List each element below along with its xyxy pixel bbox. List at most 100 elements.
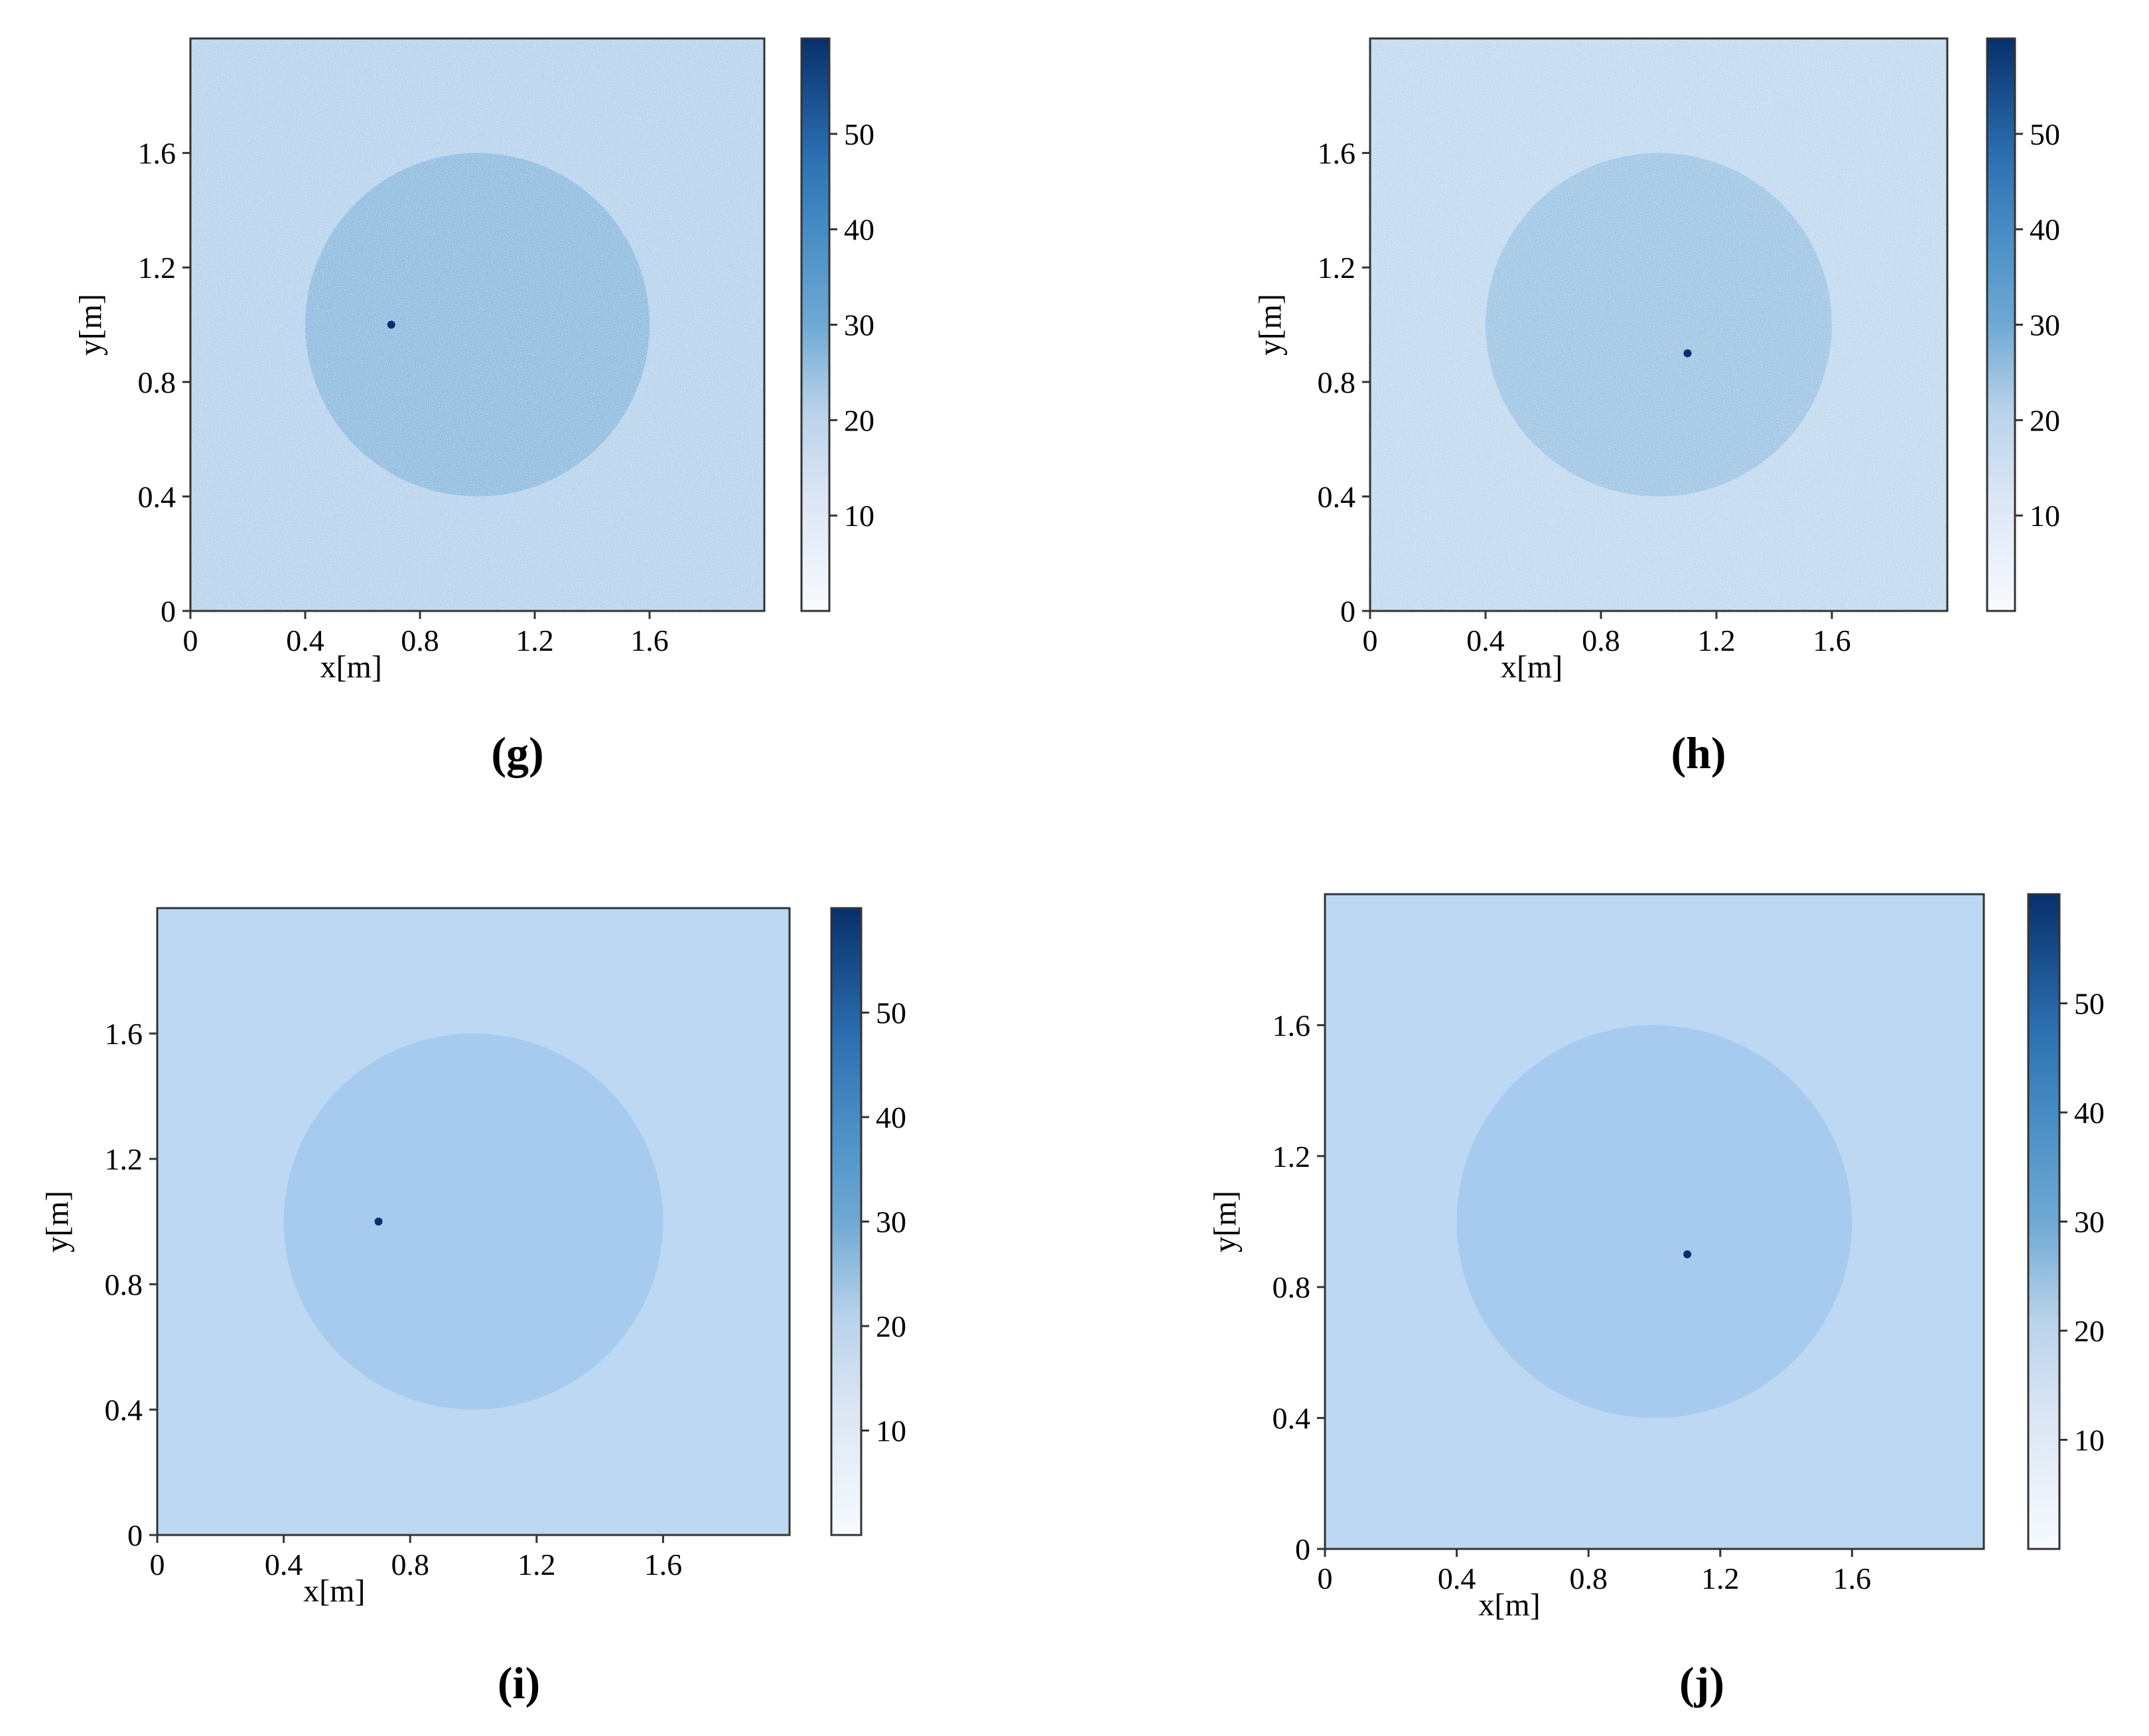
y-axis-label: y[m] — [73, 294, 108, 356]
colorbar-tick-label: 20 — [2030, 403, 2060, 437]
colorbar: 10 20 30 40 50 — [830, 907, 906, 1536]
noise-texture — [1370, 38, 1947, 611]
colorbar-tick-label: 10 — [844, 499, 874, 533]
y-tick-label: 0.4 — [138, 480, 176, 513]
y-tick-label: 0.8 — [138, 366, 176, 399]
x-tick-label: 0 — [150, 1548, 165, 1581]
colorbar-tick-label: 30 — [2030, 308, 2060, 342]
y-tick-label: 1.2 — [1318, 251, 1356, 285]
colorbar-gradient — [830, 907, 863, 1536]
y-tick-label: 1.2 — [105, 1142, 143, 1176]
colorbar-gradient — [1986, 37, 2016, 612]
x-axis-label: x[m] — [303, 1573, 365, 1609]
x-tick-label: 1.2 — [1701, 1562, 1740, 1595]
chart-panel-3: 0 0.4 0.8 1.2 1.6 0 0.4 0.8 1.2 1.6 x[m] y[m] 10 20 30… — [40, 907, 906, 1708]
colorbar-tick-label: 30 — [844, 308, 874, 342]
y-tick-label: 1.6 — [1318, 137, 1356, 170]
y-axis-label: y[m] — [1253, 294, 1288, 356]
x-tick-label: 1.6 — [1833, 1562, 1872, 1595]
y-tick-label: 0 — [127, 1518, 143, 1552]
colorbar-gradient — [800, 37, 831, 612]
panel-caption: (h) — [1671, 728, 1726, 778]
colorbar-tick-label: 10 — [2030, 499, 2060, 533]
colorbar-tick-label: 30 — [2074, 1205, 2105, 1239]
y-tick-label: 1.6 — [138, 137, 176, 170]
y-tick-label: 0.4 — [1273, 1402, 1311, 1436]
x-tick-label: 1.6 — [630, 624, 669, 657]
x-tick-label: 0 — [1363, 624, 1378, 657]
y-tick-label: 0.8 — [1318, 366, 1356, 399]
x-axis-label: x[m] — [1501, 649, 1562, 685]
y-tick-label: 0 — [1295, 1532, 1310, 1566]
colorbar-tick-label: 20 — [2074, 1314, 2105, 1348]
x-tick-label: 0 — [183, 624, 198, 657]
colorbar-tick-label: 20 — [844, 403, 874, 437]
plot-frame — [1324, 893, 1985, 1550]
colorbar-tick-label: 10 — [876, 1414, 906, 1448]
noise-texture — [190, 38, 764, 611]
chart-panel-4: 0 0.4 0.8 1.2 1.6 0 0.4 0.8 1.2 1.6 x[m] y[m] 10 20 30… — [1208, 893, 2105, 1708]
colorbar-tick-label: 40 — [876, 1101, 906, 1134]
plot-frame — [189, 37, 766, 612]
heatmap-plot-area — [190, 38, 764, 611]
y-axis-label: y[m] — [1208, 1191, 1243, 1252]
colorbar-tick-label: 20 — [876, 1309, 906, 1343]
y-tick-label: 0.8 — [1273, 1270, 1311, 1304]
y-tick-label: 1.6 — [1273, 1008, 1311, 1042]
colorbar-tick-label: 40 — [2074, 1096, 2105, 1130]
source-marker — [374, 1217, 383, 1226]
y-tick-label: 0 — [1340, 594, 1355, 628]
chart-panel-2: 0 0.4 0.8 1.2 1.6 0 0.4 0.8 1.2 1.6 x[m] y[m] 10 20 30… — [1253, 37, 2060, 778]
x-tick-label: 0.4 — [1466, 624, 1505, 657]
x-tick-label: 0 — [1318, 1562, 1333, 1595]
plot-frame — [1369, 37, 1949, 612]
y-tick-label: 0.4 — [105, 1393, 143, 1427]
colorbar-tick-label: 50 — [844, 117, 874, 151]
x-tick-label: 0.4 — [286, 624, 324, 657]
x-tick-label: 0.4 — [265, 1548, 303, 1581]
x-tick-label: 0.4 — [1438, 1562, 1476, 1595]
x-tick-label: 1.6 — [644, 1548, 683, 1581]
x-tick-label: 1.2 — [516, 624, 554, 657]
y-tick-label: 0 — [161, 594, 176, 628]
source-marker — [1683, 349, 1692, 358]
x-axis-label: x[m] — [1478, 1587, 1540, 1623]
colorbar-tick-label: 50 — [876, 996, 906, 1030]
y-tick-label: 0.4 — [1318, 480, 1356, 513]
colorbar-gradient — [2027, 893, 2061, 1550]
source-marker — [387, 320, 395, 329]
panel-caption: (g) — [491, 728, 543, 778]
y-tick-label: 1.6 — [105, 1017, 143, 1051]
panel-caption: (j) — [1679, 1658, 1724, 1708]
heatmap-plot-area — [157, 908, 790, 1535]
colorbar: 10 20 30 40 50 — [2027, 893, 2105, 1550]
colorbar-tick-label: 30 — [876, 1205, 906, 1239]
colorbar: 10 20 30 40 50 — [800, 37, 874, 612]
source-marker — [1683, 1250, 1692, 1258]
x-tick-label: 0.8 — [391, 1548, 429, 1581]
colorbar-tick-label: 50 — [2030, 117, 2060, 151]
circular-inclusion — [1456, 1025, 1852, 1418]
x-tick-label: 0.8 — [1582, 624, 1620, 657]
colorbar-tick-label: 40 — [844, 213, 874, 247]
colorbar-tick-label: 10 — [2074, 1424, 2105, 1457]
x-tick-label: 1.2 — [518, 1548, 556, 1581]
colorbar-tick-label: 50 — [2074, 987, 2105, 1021]
y-tick-label: 1.2 — [138, 251, 176, 285]
x-tick-label: 0.8 — [401, 624, 439, 657]
colorbar-tick-label: 40 — [2030, 213, 2060, 247]
chart-panel-1: 0 0.4 0.8 1.2 1.6 0 0.4 0.8 1.2 1.6 x[m] y[m] 10 20 30… — [73, 37, 874, 778]
y-axis-label: y[m] — [40, 1191, 75, 1252]
colorbar: 10 20 30 40 50 — [1986, 37, 2060, 612]
y-tick-label: 0.8 — [105, 1268, 143, 1302]
heatmap-plot-area — [1325, 894, 1984, 1549]
panel-caption: (i) — [498, 1658, 540, 1708]
circular-inclusion — [283, 1034, 663, 1410]
x-tick-label: 1.6 — [1813, 624, 1851, 657]
x-tick-label: 0.8 — [1569, 1562, 1608, 1595]
x-axis-label: x[m] — [320, 649, 382, 685]
x-tick-label: 1.2 — [1697, 624, 1736, 657]
plot-frame — [156, 907, 791, 1536]
